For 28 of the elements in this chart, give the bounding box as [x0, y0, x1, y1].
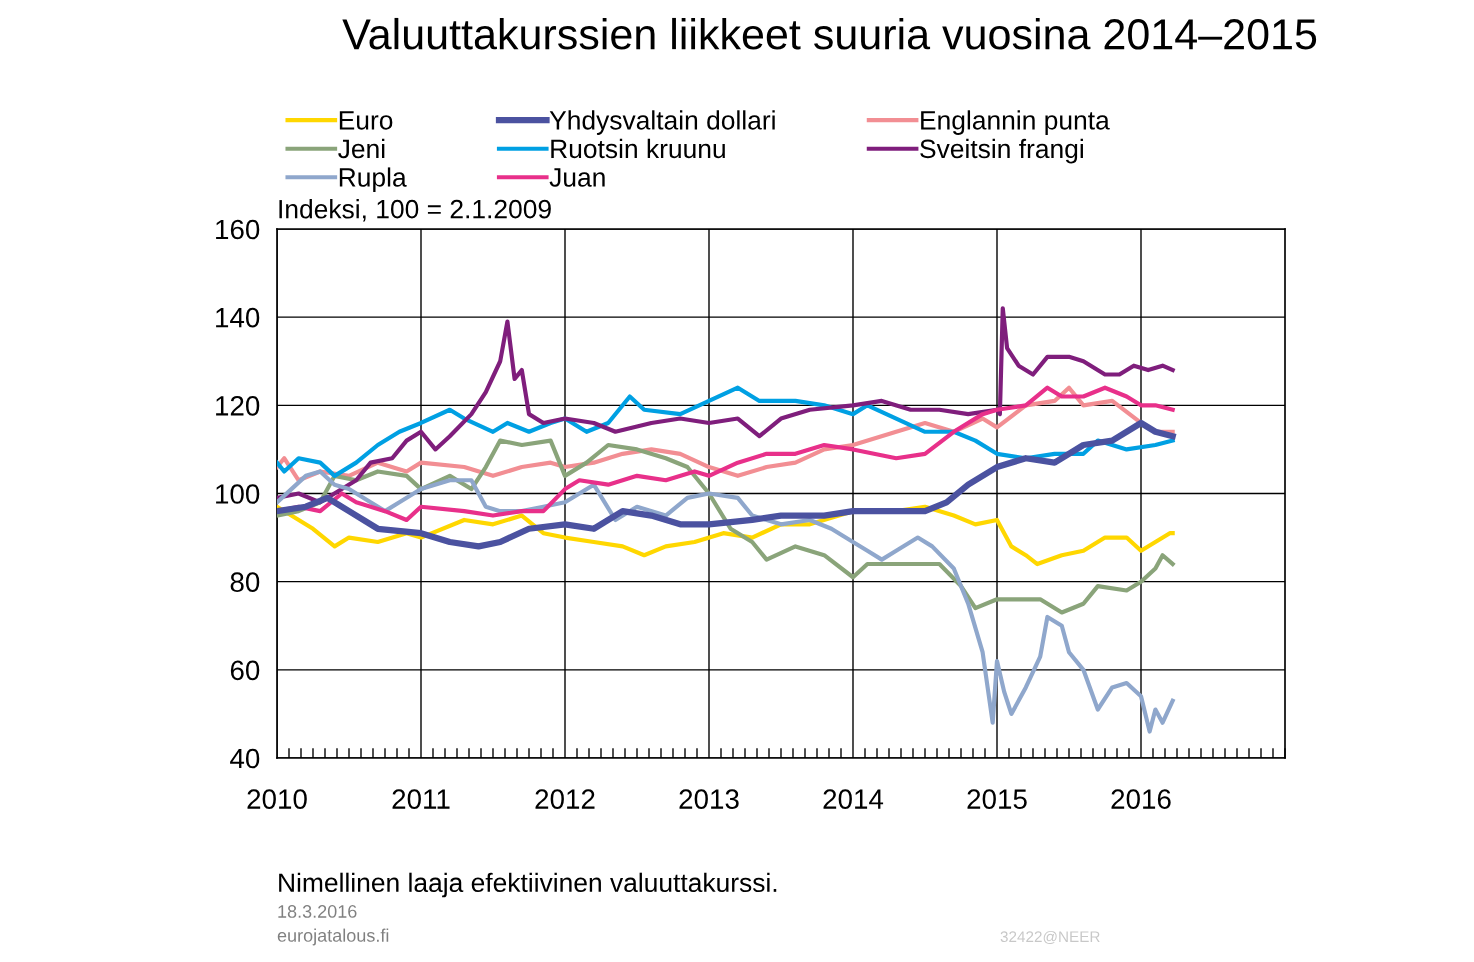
y-axis-title: Indeksi, 100 = 2.1.2009: [279, 199, 551, 222]
legend-label: Rupla: [339, 167, 407, 192]
y-tick-label: 40: [230, 748, 260, 769]
x-tick-label: 2013: [679, 789, 739, 809]
legend-label: Juan: [549, 168, 605, 187]
legend-label: Euro: [339, 111, 393, 130]
line-series: [277, 469, 1175, 734]
y-tick-label: 100: [216, 484, 260, 504]
y-tick-label: 120: [216, 396, 260, 416]
y-tick-label: 160: [216, 219, 260, 240]
x-tick-label: 2016: [1111, 789, 1171, 809]
x-tick-label: 2014: [823, 789, 884, 809]
x-tick-label: 2015: [967, 789, 1027, 809]
legend-label: Sveitsin frangi: [920, 138, 1083, 164]
legend-label: Yhdysvaltain dollari: [549, 110, 775, 135]
text: 18.3.2016: [278, 905, 357, 918]
legend-label: Englannin punta: [921, 110, 1110, 135]
y-tick-label: 60: [230, 660, 260, 681]
x-tick-label: 2010: [247, 789, 307, 809]
chart-title: Valuuttakurssien liikkeet suuria vuosina 2014–2015: [342, 17, 1317, 50]
y-tick-label: 80: [230, 572, 260, 593]
y-tick-label: 140: [216, 307, 260, 328]
legend-label: Ruotsin kruunu: [551, 138, 725, 159]
x-tick-label: 2011: [392, 789, 450, 809]
x-tick-label: 2012: [535, 789, 595, 809]
legend-label: Jeni: [338, 138, 385, 159]
text: Nimellinen laaja efektiivinen valuuttakurssi.: [279, 872, 777, 898]
text: eurojatalous.fi: [277, 928, 389, 946]
